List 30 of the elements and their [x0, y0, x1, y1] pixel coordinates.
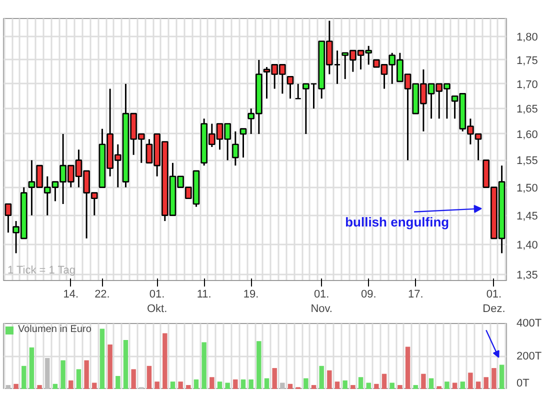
- x-tick-label: 01. Nov.: [310, 288, 333, 315]
- annotation: 1 Tick = 1 Tag: [8, 264, 76, 276]
- candlestick: [286, 76, 294, 100]
- x-tick-label: 11.: [196, 288, 212, 300]
- y-tick-label: 1,80: [516, 32, 538, 44]
- y-tick-label: 1,55: [516, 155, 538, 168]
- x-tick-label: 01. Okt.: [146, 288, 168, 315]
- candlestick: [240, 128, 247, 158]
- y-tick-label: 1,45: [516, 210, 538, 222]
- x-tick-label: 14.: [63, 288, 79, 300]
- x-tick-label: 22.: [94, 288, 110, 300]
- y-tick-label: 1,35: [516, 269, 538, 282]
- x-tick-label: 09.: [360, 288, 376, 300]
- legend-label: Volumen in Euro: [18, 324, 92, 335]
- y-tick-label: 1,70: [516, 78, 538, 91]
- x-tick-label: 19.: [243, 288, 259, 300]
- x-tick-label: 17.: [408, 288, 424, 300]
- y-tick-label: 1,50: [516, 182, 538, 194]
- y-tick-label: 1,65: [516, 104, 538, 116]
- y-tick-label: 0T: [516, 378, 530, 390]
- y-tick-label: 200T: [516, 350, 542, 362]
- y-tick-label: 1,40: [516, 239, 538, 252]
- y-tick-label: 1,60: [516, 128, 538, 141]
- y-tick-label: 1,75: [516, 54, 538, 67]
- candlestick: [4, 203, 12, 234]
- candlestick: [232, 130, 239, 166]
- annotation: bullish engulfing: [345, 214, 450, 230]
- candlestick: [294, 83, 302, 100]
- y-tick-label: 400T: [516, 318, 542, 330]
- x-tick-label: 01. Dez.: [482, 288, 506, 315]
